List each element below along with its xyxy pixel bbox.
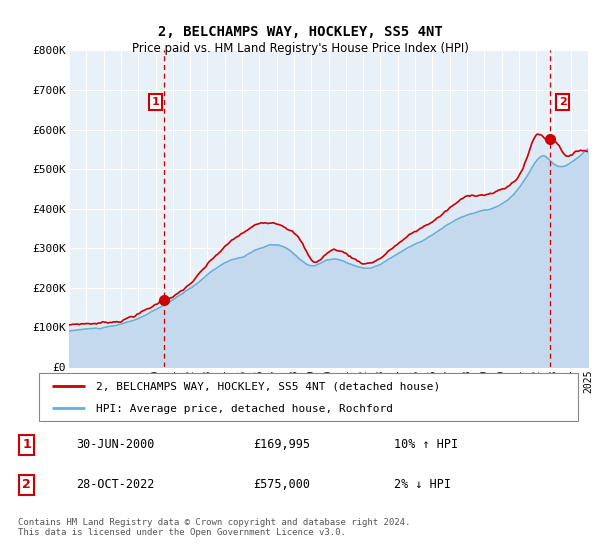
- Text: 1: 1: [22, 438, 31, 451]
- Text: HPI: Average price, detached house, Rochford: HPI: Average price, detached house, Roch…: [96, 404, 393, 414]
- Text: 10% ↑ HPI: 10% ↑ HPI: [394, 438, 458, 451]
- Text: 2% ↓ HPI: 2% ↓ HPI: [394, 478, 451, 491]
- Text: £169,995: £169,995: [253, 438, 310, 451]
- Text: 2: 2: [22, 478, 31, 491]
- Text: 2: 2: [559, 97, 566, 107]
- FancyBboxPatch shape: [39, 374, 578, 421]
- Text: Contains HM Land Registry data © Crown copyright and database right 2024.
This d: Contains HM Land Registry data © Crown c…: [18, 518, 410, 538]
- Text: Price paid vs. HM Land Registry's House Price Index (HPI): Price paid vs. HM Land Registry's House …: [131, 42, 469, 55]
- Text: 2, BELCHAMPS WAY, HOCKLEY, SS5 4NT: 2, BELCHAMPS WAY, HOCKLEY, SS5 4NT: [158, 25, 442, 39]
- Text: 1: 1: [152, 97, 160, 107]
- Text: £575,000: £575,000: [253, 478, 310, 491]
- Text: 2, BELCHAMPS WAY, HOCKLEY, SS5 4NT (detached house): 2, BELCHAMPS WAY, HOCKLEY, SS5 4NT (deta…: [96, 382, 440, 392]
- Text: 28-OCT-2022: 28-OCT-2022: [77, 478, 155, 491]
- Text: 30-JUN-2000: 30-JUN-2000: [77, 438, 155, 451]
